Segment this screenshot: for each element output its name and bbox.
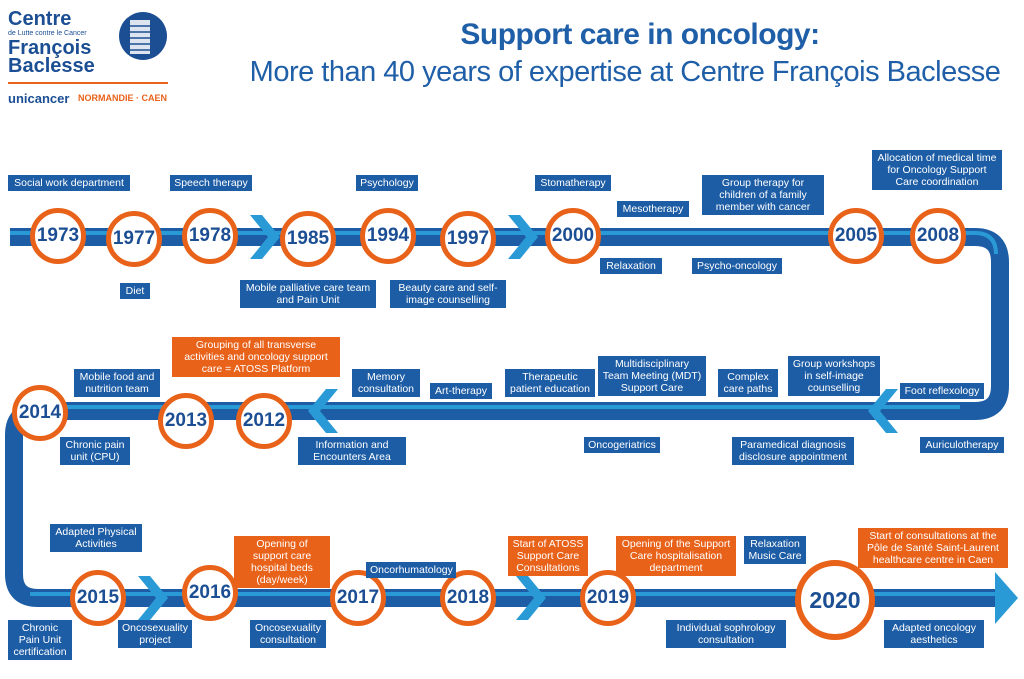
label-mdt: Multidisciplinary Team Meeting (MDT) Sup…	[598, 356, 706, 396]
year-2015: 2015	[70, 570, 126, 626]
year-2008: 2008	[910, 208, 966, 264]
year-2019: 2019	[580, 570, 636, 626]
label-saint-laurent: Start of consultations at the Pôle de Sa…	[858, 528, 1008, 568]
label-atoss-consult: Start of ATOSS Support Care Consultation…	[508, 536, 588, 576]
label-foot-reflexology: Foot reflexology	[900, 383, 984, 399]
arrow-right-icon	[508, 215, 538, 259]
arrow-right-icon	[250, 215, 280, 259]
label-support-beds: Opening of support care hospital beds (d…	[234, 536, 330, 588]
label-adapted-physical: Adapted Physical Activities	[50, 524, 142, 552]
year-2000: 2000	[545, 208, 601, 264]
label-oncosexuality-project: Oncosexuality project	[118, 620, 192, 648]
year-2012: 2012	[236, 393, 292, 449]
label-cpu-certification: Chronic Pain Unit certification	[8, 620, 72, 660]
label-adapted-aesthetics: Adapted oncology aesthetics	[884, 620, 984, 648]
logo-network: unicancer	[8, 91, 70, 106]
label-paramedical: Paramedical diagnosis disclosure appoint…	[732, 437, 854, 465]
logo: Centre de Lutte contre le Cancer Françoi…	[8, 8, 178, 108]
label-group-therapy: Group therapy for children of a family m…	[702, 175, 824, 215]
label-stomatherapy: Stomatherapy	[535, 175, 611, 191]
logo-line3: François	[8, 37, 92, 59]
year-2013: 2013	[158, 393, 214, 449]
label-atoss-platform: Grouping of all transverse activities an…	[172, 337, 340, 377]
label-auriculotherapy: Auriculotherapy	[920, 437, 1004, 453]
year-2016: 2016	[182, 565, 238, 621]
label-relaxation-music: Relaxation Music Care	[744, 536, 806, 564]
arrow-right-icon	[995, 572, 1018, 624]
arrow-left-icon	[868, 389, 898, 433]
label-allocation: Allocation of medical time for Oncology …	[872, 150, 1002, 190]
year-2017: 2017	[330, 570, 386, 626]
label-social-work: Social work department	[8, 175, 130, 191]
label-palliative: Mobile palliative care team and Pain Uni…	[240, 280, 376, 308]
label-mobile-food: Mobile food and nutrition team	[74, 369, 160, 397]
year-1978: 1978	[182, 208, 238, 264]
year-1994: 1994	[360, 208, 416, 264]
label-oncosexuality-consult: Oncosexuality consultation	[250, 620, 326, 648]
label-group-workshops: Group workshops in self-image counsellin…	[788, 356, 880, 396]
label-psycho-oncology: Psycho-oncology	[692, 258, 782, 274]
year-1973: 1973	[30, 208, 86, 264]
label-art-therapy: Art-therapy	[430, 383, 492, 399]
label-oncogeriatrics: Oncogeriatrics	[584, 437, 660, 453]
year-2020: 2020	[795, 560, 875, 640]
label-complex-paths: Complex care paths	[718, 369, 778, 397]
year-2005: 2005	[828, 208, 884, 264]
label-psychology: Psychology	[356, 175, 418, 191]
page-subtitle: More than 40 years of expertise at Centr…	[249, 56, 1001, 88]
label-speech-therapy: Speech therapy	[170, 175, 252, 191]
year-1997: 1997	[440, 211, 496, 267]
year-2014: 2014	[12, 385, 68, 441]
logo-line4: Baclesse	[8, 55, 95, 77]
logo-line2: de Lutte contre le Cancer	[8, 30, 87, 37]
arrow-right-icon	[516, 576, 546, 620]
arrow-right-icon	[138, 576, 168, 620]
label-mesotherapy: Mesotherapy	[617, 201, 689, 217]
label-information-area: Information and Encounters Area	[298, 437, 406, 465]
building-icon	[119, 12, 167, 60]
page-title: Support care in oncology:	[460, 18, 820, 51]
label-chronic-pain: Chronic pain unit (CPU)	[60, 437, 130, 465]
label-memory: Memory consultation	[352, 369, 420, 397]
label-beauty-care: Beauty care and self-image counselling	[390, 280, 506, 308]
label-therapeutic-education: Therapeutic patient education	[505, 369, 595, 397]
label-relaxation: Relaxation	[600, 258, 662, 274]
logo-line1: Centre	[8, 8, 72, 30]
arrow-left-icon	[308, 389, 338, 433]
year-1977: 1977	[106, 211, 162, 267]
label-diet: Diet	[120, 283, 150, 299]
logo-divider	[8, 82, 168, 84]
label-sophrology: Individual sophrology consultation	[666, 620, 786, 648]
logo-region: NORMANDIE · CAEN	[78, 93, 167, 103]
year-2018: 2018	[440, 570, 496, 626]
year-1985: 1985	[280, 211, 336, 267]
label-oncorhumatology: Oncorhumatology	[366, 562, 456, 578]
label-hospitalisation-dept: Opening of the Support Care hospitalisat…	[616, 536, 736, 576]
